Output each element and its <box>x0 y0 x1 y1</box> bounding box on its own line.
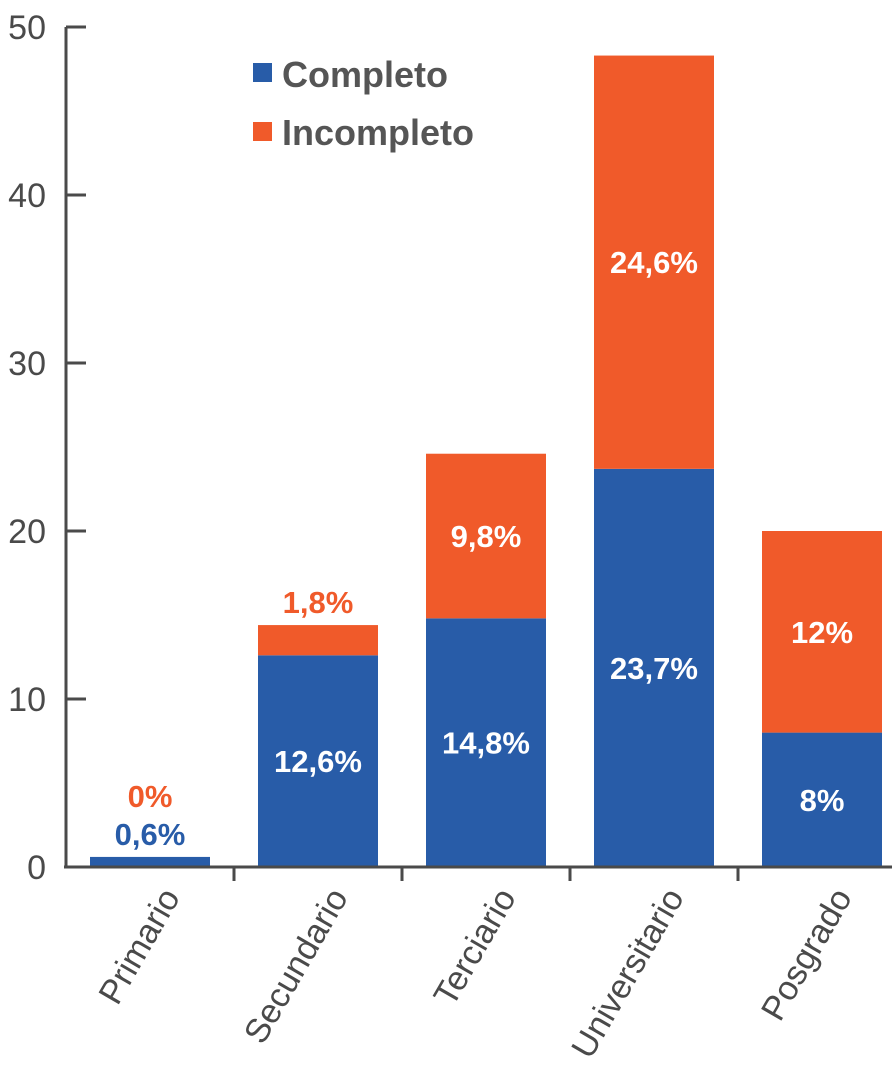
x-tick-label-secundario: Secundario <box>237 882 356 1050</box>
bar-completo-posgrado <box>762 732 882 867</box>
bar-incompleto-posgrado <box>762 531 882 733</box>
x-tick-label-terciario: Terciario <box>427 882 524 1012</box>
data-label-completo-primario: 0,6% <box>115 817 186 852</box>
y-tick-label: 0 <box>27 849 46 887</box>
x-ticks-group: Primario Secundario Terciario Universitario… <box>92 867 860 1065</box>
data-label-completo-posgrado: 8% <box>800 783 845 818</box>
y-tick-label: 20 <box>8 513 46 551</box>
y-tick-label: 30 <box>8 345 46 383</box>
legend-label-completo: Completo <box>282 54 448 95</box>
bars-group <box>90 55 882 867</box>
bar-incompleto-secundario <box>258 625 378 656</box>
y-tick-label: 10 <box>8 681 46 719</box>
bar-completo-secundario <box>258 655 378 867</box>
data-label-completo-secundario: 12,6% <box>274 744 362 779</box>
legend-swatch-completo <box>253 63 272 82</box>
legend: Completo Incompleto <box>253 54 474 153</box>
bar-incompleto-universitario <box>594 55 714 469</box>
y-tick-label: 50 <box>8 9 46 47</box>
axes-group <box>64 27 892 869</box>
x-tick-label-universitario: Universitario <box>564 882 691 1065</box>
data-label-incompleto-terciario: 9,8% <box>451 519 522 554</box>
bar-completo-terciario <box>426 618 546 867</box>
data-labels-group: 0,6%0% 12,6% 1,8% 14,8% 9,8% 23,7% 24,6% 8% 12% <box>115 245 853 852</box>
bar-incompleto-terciario <box>426 453 546 619</box>
bar-completo-primario <box>90 856 210 867</box>
y-ticks-group: 0 10 20 30 40 50 <box>8 9 86 887</box>
data-label-completo-terciario: 14,8% <box>442 726 530 761</box>
y-tick-label: 40 <box>8 177 46 215</box>
legend-label-incompleto: Incompleto <box>282 112 474 153</box>
data-label-incompleto-posgrado: 12% <box>791 615 853 650</box>
data-label-incompleto-universitario: 24,6% <box>610 245 698 280</box>
data-label-incompleto-primario: 0% <box>128 779 173 814</box>
x-tick-label-primario: Primario <box>92 882 188 1011</box>
legend-swatch-incompleto <box>253 122 272 141</box>
bar-completo-universitario <box>594 468 714 867</box>
x-tick-label-posgrado: Posgrado <box>754 882 860 1027</box>
data-label-completo-universitario: 23,7% <box>610 651 698 686</box>
data-label-incompleto-secundario: 1,8% <box>283 585 354 620</box>
